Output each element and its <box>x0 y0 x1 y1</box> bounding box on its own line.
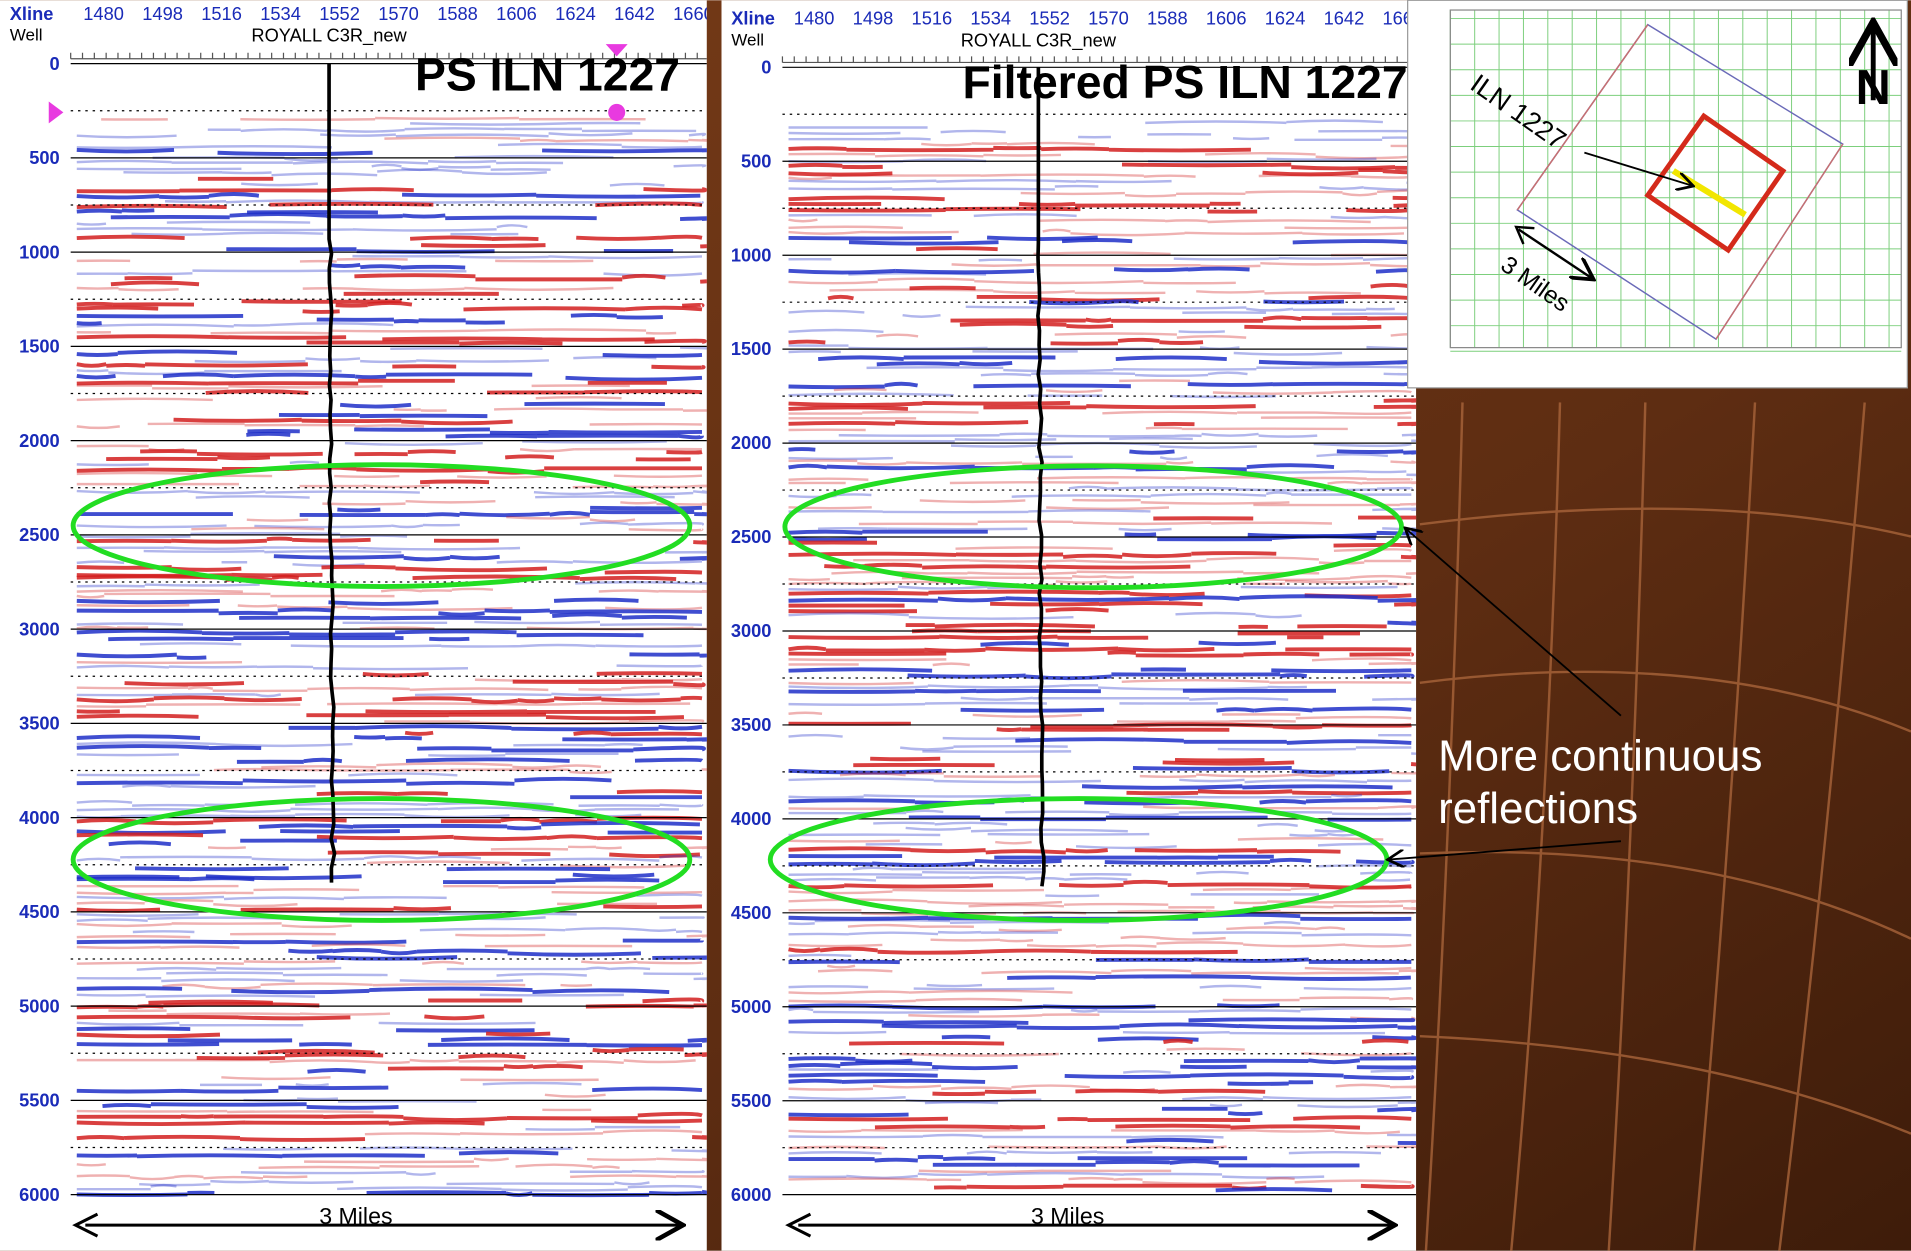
seismic-trace <box>875 1126 1360 1128</box>
seismic-trace <box>927 985 982 986</box>
time-label: 1000 <box>731 244 772 265</box>
time-label: 3000 <box>731 620 772 641</box>
time-label: 500 <box>741 150 771 171</box>
xline-tick-label: 1534 <box>260 3 301 24</box>
xline-tick-label: 1516 <box>201 3 242 24</box>
seismic-trace <box>279 415 487 416</box>
time-label: 5500 <box>19 1090 60 1111</box>
xline-tick-label: 1498 <box>853 8 894 29</box>
seismic-trace <box>848 273 986 274</box>
time-label: 1500 <box>731 338 772 359</box>
xline-tick-label: 1642 <box>1324 8 1365 29</box>
xline-tick-label: 1498 <box>142 3 183 24</box>
seismic-trace <box>328 265 465 268</box>
xline-tick-label: 1570 <box>378 3 419 24</box>
time-label: 2000 <box>19 430 60 451</box>
well-label: Well <box>10 26 43 45</box>
time-label: 5000 <box>731 996 772 1017</box>
seismic-trace <box>997 729 1230 730</box>
xline-label: Xline <box>10 3 54 24</box>
panel-right: XlineWell 1480 1498 1516 1534 1552 1570 1588 160… <box>722 0 1453 1250</box>
seismic-trace <box>818 357 1227 359</box>
seismic-trace <box>77 662 242 663</box>
xline-tick-label: 1642 <box>614 3 655 24</box>
xline-tick-label: 1624 <box>555 3 596 24</box>
seismic-trace <box>307 341 705 344</box>
xline-tick-label: 1588 <box>1147 8 1188 29</box>
map-frame <box>1408 0 1908 388</box>
xline-tick-label: 1606 <box>1206 8 1247 29</box>
xline-tick-label: 1588 <box>437 3 478 24</box>
time-label: 4000 <box>19 807 60 828</box>
xline-tick-label: 1534 <box>970 8 1011 29</box>
panel-title: PS ILN 1227 <box>415 48 680 100</box>
panel-left: Xline Well 1480 1498 1516 1534 1552 1570 1588 160… <box>0 0 742 1250</box>
seismic-trace <box>307 1070 365 1072</box>
annotation-line: reflections <box>1438 784 1638 833</box>
seismic-trace <box>916 248 998 249</box>
scale-label: 3 Miles <box>1031 1203 1104 1229</box>
time-label: 4500 <box>19 901 60 922</box>
seismic-trace <box>1126 791 1411 793</box>
seismic-trace <box>789 691 1336 692</box>
time-label: 4500 <box>731 902 772 923</box>
xline-tick-label: 1624 <box>1265 8 1306 29</box>
seismic-trace <box>789 856 1274 858</box>
seismic-trace <box>1167 1049 1245 1050</box>
xline-tick-label: 1552 <box>1029 8 1070 29</box>
time-label: 6000 <box>731 1184 772 1205</box>
time-label: 6000 <box>19 1184 60 1205</box>
well-label: Well <box>731 30 764 49</box>
time-label: 5000 <box>19 995 60 1016</box>
time-label: 2500 <box>731 526 772 547</box>
time-label: 500 <box>29 147 59 168</box>
xline-tick-label: 1516 <box>912 8 953 29</box>
marker <box>608 104 625 121</box>
well-name: ROYALL C3R_new <box>961 30 1117 52</box>
seismic-trace <box>789 238 1098 239</box>
seismic-trace <box>789 955 852 956</box>
north-label: N <box>1856 61 1891 115</box>
annotation-line: More continuous <box>1438 732 1762 781</box>
slide: XlineWell1480149815161534155215701588160… <box>0 0 1911 1251</box>
well-name: ROYALL C3R_new <box>251 25 407 47</box>
xline-tick-label: 1552 <box>319 3 360 24</box>
seismic-trace <box>420 482 489 483</box>
scale-label: 3 Miles <box>319 1203 392 1229</box>
time-label: 3500 <box>19 713 60 734</box>
seismic-trace <box>919 1171 1171 1172</box>
xline-tick-label: 1480 <box>794 8 835 29</box>
map-inset: ILN 12273 MilesN <box>1408 0 1908 388</box>
panel-title: Filtered PS ILN 1227 <box>963 56 1408 108</box>
time-label: 0 <box>50 53 60 74</box>
xline-tick-label: 1606 <box>496 3 537 24</box>
time-label: 4000 <box>731 808 772 829</box>
xline-label: Xline <box>731 8 775 29</box>
seismic-trace <box>1082 786 1393 788</box>
time-label: 5500 <box>731 1090 772 1111</box>
time-label: 2500 <box>19 524 60 545</box>
time-label: 1500 <box>19 336 60 357</box>
seismic-trace <box>1216 1189 1332 1190</box>
time-label: 1000 <box>19 241 60 262</box>
xline-tick-label: 1480 <box>83 3 124 24</box>
xline-tick-label: 1570 <box>1088 8 1129 29</box>
time-label: 2000 <box>731 432 772 453</box>
time-label: 3000 <box>19 618 60 639</box>
time-label: 3500 <box>731 714 772 735</box>
time-label: 0 <box>761 56 771 77</box>
